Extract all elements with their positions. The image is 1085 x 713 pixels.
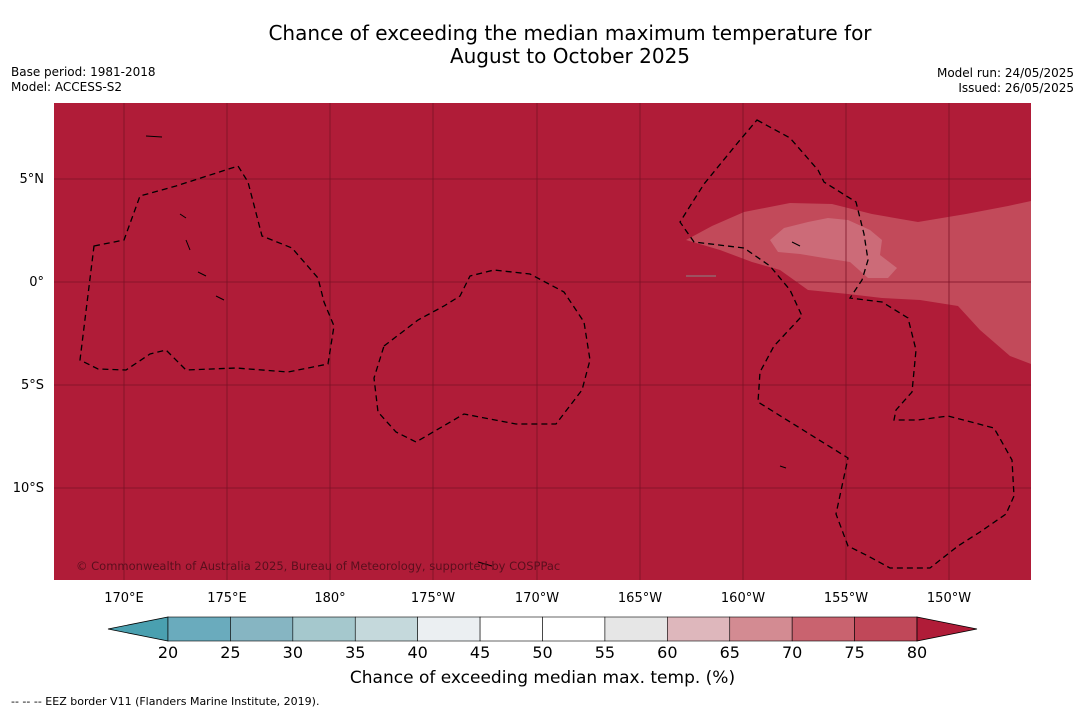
lon-label: 170°W [515,591,559,606]
colorbar-segment [667,616,731,642]
colorbar-segment [354,616,418,642]
meta-right: Model run: 24/05/2025 Issued: 26/05/2025 [937,66,1074,96]
colorbar-tick-label: 20 [157,643,179,662]
colorbar-extend-low [107,616,169,642]
colorbar-tick-label: 70 [781,643,803,662]
colorbar-segment [292,616,356,642]
colorbar-segment [854,616,918,642]
chart-title: Chance of exceeding the median maximum t… [0,22,1085,68]
colorbar-tick-label: 25 [220,643,241,662]
meta-left: Base period: 1981-2018 Model: ACCESS-S2 [11,65,156,95]
island-specks [145,135,801,567]
colorbar-tick-label: 65 [719,643,740,662]
colorbar-segment [729,616,793,642]
colorbar-label: Chance of exceeding median max. temp. (%… [349,668,736,688]
colorbar-segment [542,616,606,642]
lon-label: 175°E [207,591,247,606]
island [477,561,493,567]
island [185,239,191,251]
lon-label: 170°E [104,591,144,606]
island [791,241,801,247]
zone-70-75 [770,218,897,278]
island [197,271,207,277]
issued-date: Issued: 26/05/2025 [958,81,1074,95]
lat-label: 0° [29,275,44,290]
copyright-text: © Commonwealth of Australia 2025, Bureau… [76,559,560,573]
colorbar-tick-label: 60 [657,643,678,662]
island [179,213,187,219]
colorbar-tick-label: 50 [532,643,553,662]
lon-label: 155°W [824,591,868,606]
eez-legend: -- -- -- EEZ border V11 (Flanders Marine… [11,695,320,708]
lon-label: 160°W [721,591,765,606]
colorbar-segment [479,616,543,642]
lon-label: 165°W [618,591,662,606]
colorbar-tick-label: 30 [282,643,304,662]
island [779,465,787,469]
lon-label: 175°W [411,591,455,606]
map-ocean [54,103,1031,580]
colorbar-tick-label: 80 [906,643,928,662]
eez-kiribati-line [679,119,1015,569]
colorbar-segment [230,616,294,642]
island [215,295,225,301]
lon-label: 180° [314,591,345,606]
lat-label: 5°N [20,172,45,187]
eez-kiribati-gilbert [79,165,335,373]
model-run: Model run: 24/05/2025 [936,66,1074,80]
eez-kiribati-phoenix [373,269,591,443]
base-period: Base period: 1981-2018 [11,65,156,79]
island [145,135,163,138]
lon-labels: 170°E 175°E 180° 175°W 170°W 165°W 160°W 155°W 1… [104,591,971,606]
gridlines [54,103,1031,580]
colorbar-tick-label: 45 [469,643,491,662]
lon-label: 150°W [927,591,971,606]
colorbar-tick-label: 75 [844,643,865,662]
lat-label: 5°S [21,378,44,393]
lat-label: 10°S [13,481,44,496]
colorbar-segment [604,616,668,642]
model-name: Model: ACCESS-S2 [11,80,123,94]
colorbar-segment [791,616,855,642]
colorbar-segment [167,616,231,642]
title-line-1: Chance of exceeding the median maximum t… [268,21,872,45]
colorbar-segment [417,616,481,642]
lat-labels: 5°N 0° 5°S 10°S [13,172,44,496]
colorbar-tick-label: 35 [345,643,366,662]
eez-borders [79,119,1015,569]
colorbar [107,616,978,642]
colorbar-extend-high [916,616,978,642]
colorbar-tick-label: 55 [594,643,616,662]
colorbar-tick-label: 40 [407,643,428,662]
title-line-2: August to October 2025 [449,44,691,68]
